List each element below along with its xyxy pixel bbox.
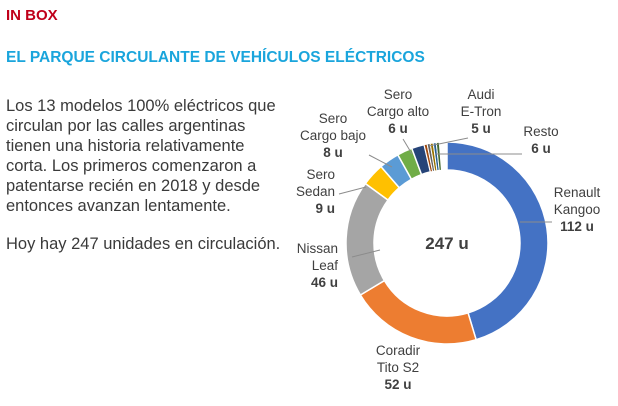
label-sero-sedan-line-1: Sero <box>306 167 335 182</box>
label-renault-kangoo-line-2: Kangoo <box>554 202 601 217</box>
value-nissan-leaf: 46 u <box>311 275 338 290</box>
label-renault-kangoo-line-1: Renault <box>554 185 601 200</box>
label-coradir-tito-s2-line-2: Tito S2 <box>377 360 419 375</box>
leader-sero-cargo-bajo <box>368 154 393 168</box>
label-resto: Resto 6 u <box>523 124 558 156</box>
label-nissan-leaf: Nissan Leaf 46 u <box>297 241 339 290</box>
value-sero-sedan: 9 u <box>315 201 335 216</box>
slice-coradir-tito-s2 <box>359 279 478 345</box>
leader-audi-e-tron <box>428 137 469 147</box>
value-sero-cargo-bajo: 8 u <box>323 145 343 160</box>
label-coradir-tito-s2: Coradir Tito S2 52 u <box>376 343 421 392</box>
slice-nissan-leaf <box>345 182 390 297</box>
donut-slices <box>345 141 549 345</box>
label-sero-sedan-line-2: Sedan <box>296 184 335 199</box>
label-nissan-leaf-line-2: Leaf <box>312 258 339 273</box>
label-sero-cargo-alto-line-2: Cargo alto <box>367 104 429 119</box>
label-audi-e-tron: Audi E-Tron 5 u <box>461 87 502 136</box>
section-label: IN BOX <box>6 7 58 24</box>
label-sero-cargo-bajo-line-2: Cargo bajo <box>300 128 366 143</box>
label-resto-line-1: Resto <box>523 124 558 139</box>
page-title: EL PARQUE CIRCULANTE DE VEHÍCULOS ELÉCTR… <box>6 49 425 66</box>
label-sero-sedan: Sero Sedan 9 u <box>296 167 335 216</box>
label-audi-e-tron-line-2: E-Tron <box>461 104 502 119</box>
label-nissan-leaf-line-1: Nissan <box>297 241 338 256</box>
slice-renault-kangoo <box>446 141 549 341</box>
label-sero-cargo-bajo-line-1: Sero <box>319 111 348 126</box>
body-text: Los 13 modelos 100% eléctricos que circu… <box>6 96 281 254</box>
leader-nissan-leaf <box>351 249 381 258</box>
label-audi-e-tron-line-1: Audi <box>467 87 494 102</box>
slice-labels: Renault Kangoo 112 u Coradir Tito S2 52 u Niss… <box>296 87 601 392</box>
value-sero-cargo-alto: 6 u <box>388 121 408 136</box>
value-audi-e-tron: 5 u <box>471 121 491 136</box>
leader-sero-cargo-alto <box>402 138 413 155</box>
label-sero-cargo-alto: Sero Cargo alto 6 u <box>367 87 429 136</box>
value-resto: 6 u <box>531 141 551 156</box>
label-sero-cargo-bajo: Sero Cargo bajo 8 u <box>300 111 366 160</box>
value-coradir-tito-s2: 52 u <box>384 377 411 392</box>
label-renault-kangoo: Renault Kangoo 112 u <box>554 185 601 234</box>
label-sero-cargo-alto-line-1: Sero <box>384 87 413 102</box>
center-total-label: 247 u <box>425 234 468 253</box>
leader-sero-sedan <box>338 186 367 195</box>
label-coradir-tito-s2-line-1: Coradir <box>376 343 421 358</box>
intro-paragraph: Los 13 modelos 100% eléctricos que circu… <box>6 97 276 215</box>
value-renault-kangoo: 112 u <box>560 219 594 234</box>
leader-lines <box>338 137 552 258</box>
slice-resto-5 <box>435 141 442 171</box>
total-paragraph: Hoy hay 247 unidades en circulación. <box>6 235 281 253</box>
